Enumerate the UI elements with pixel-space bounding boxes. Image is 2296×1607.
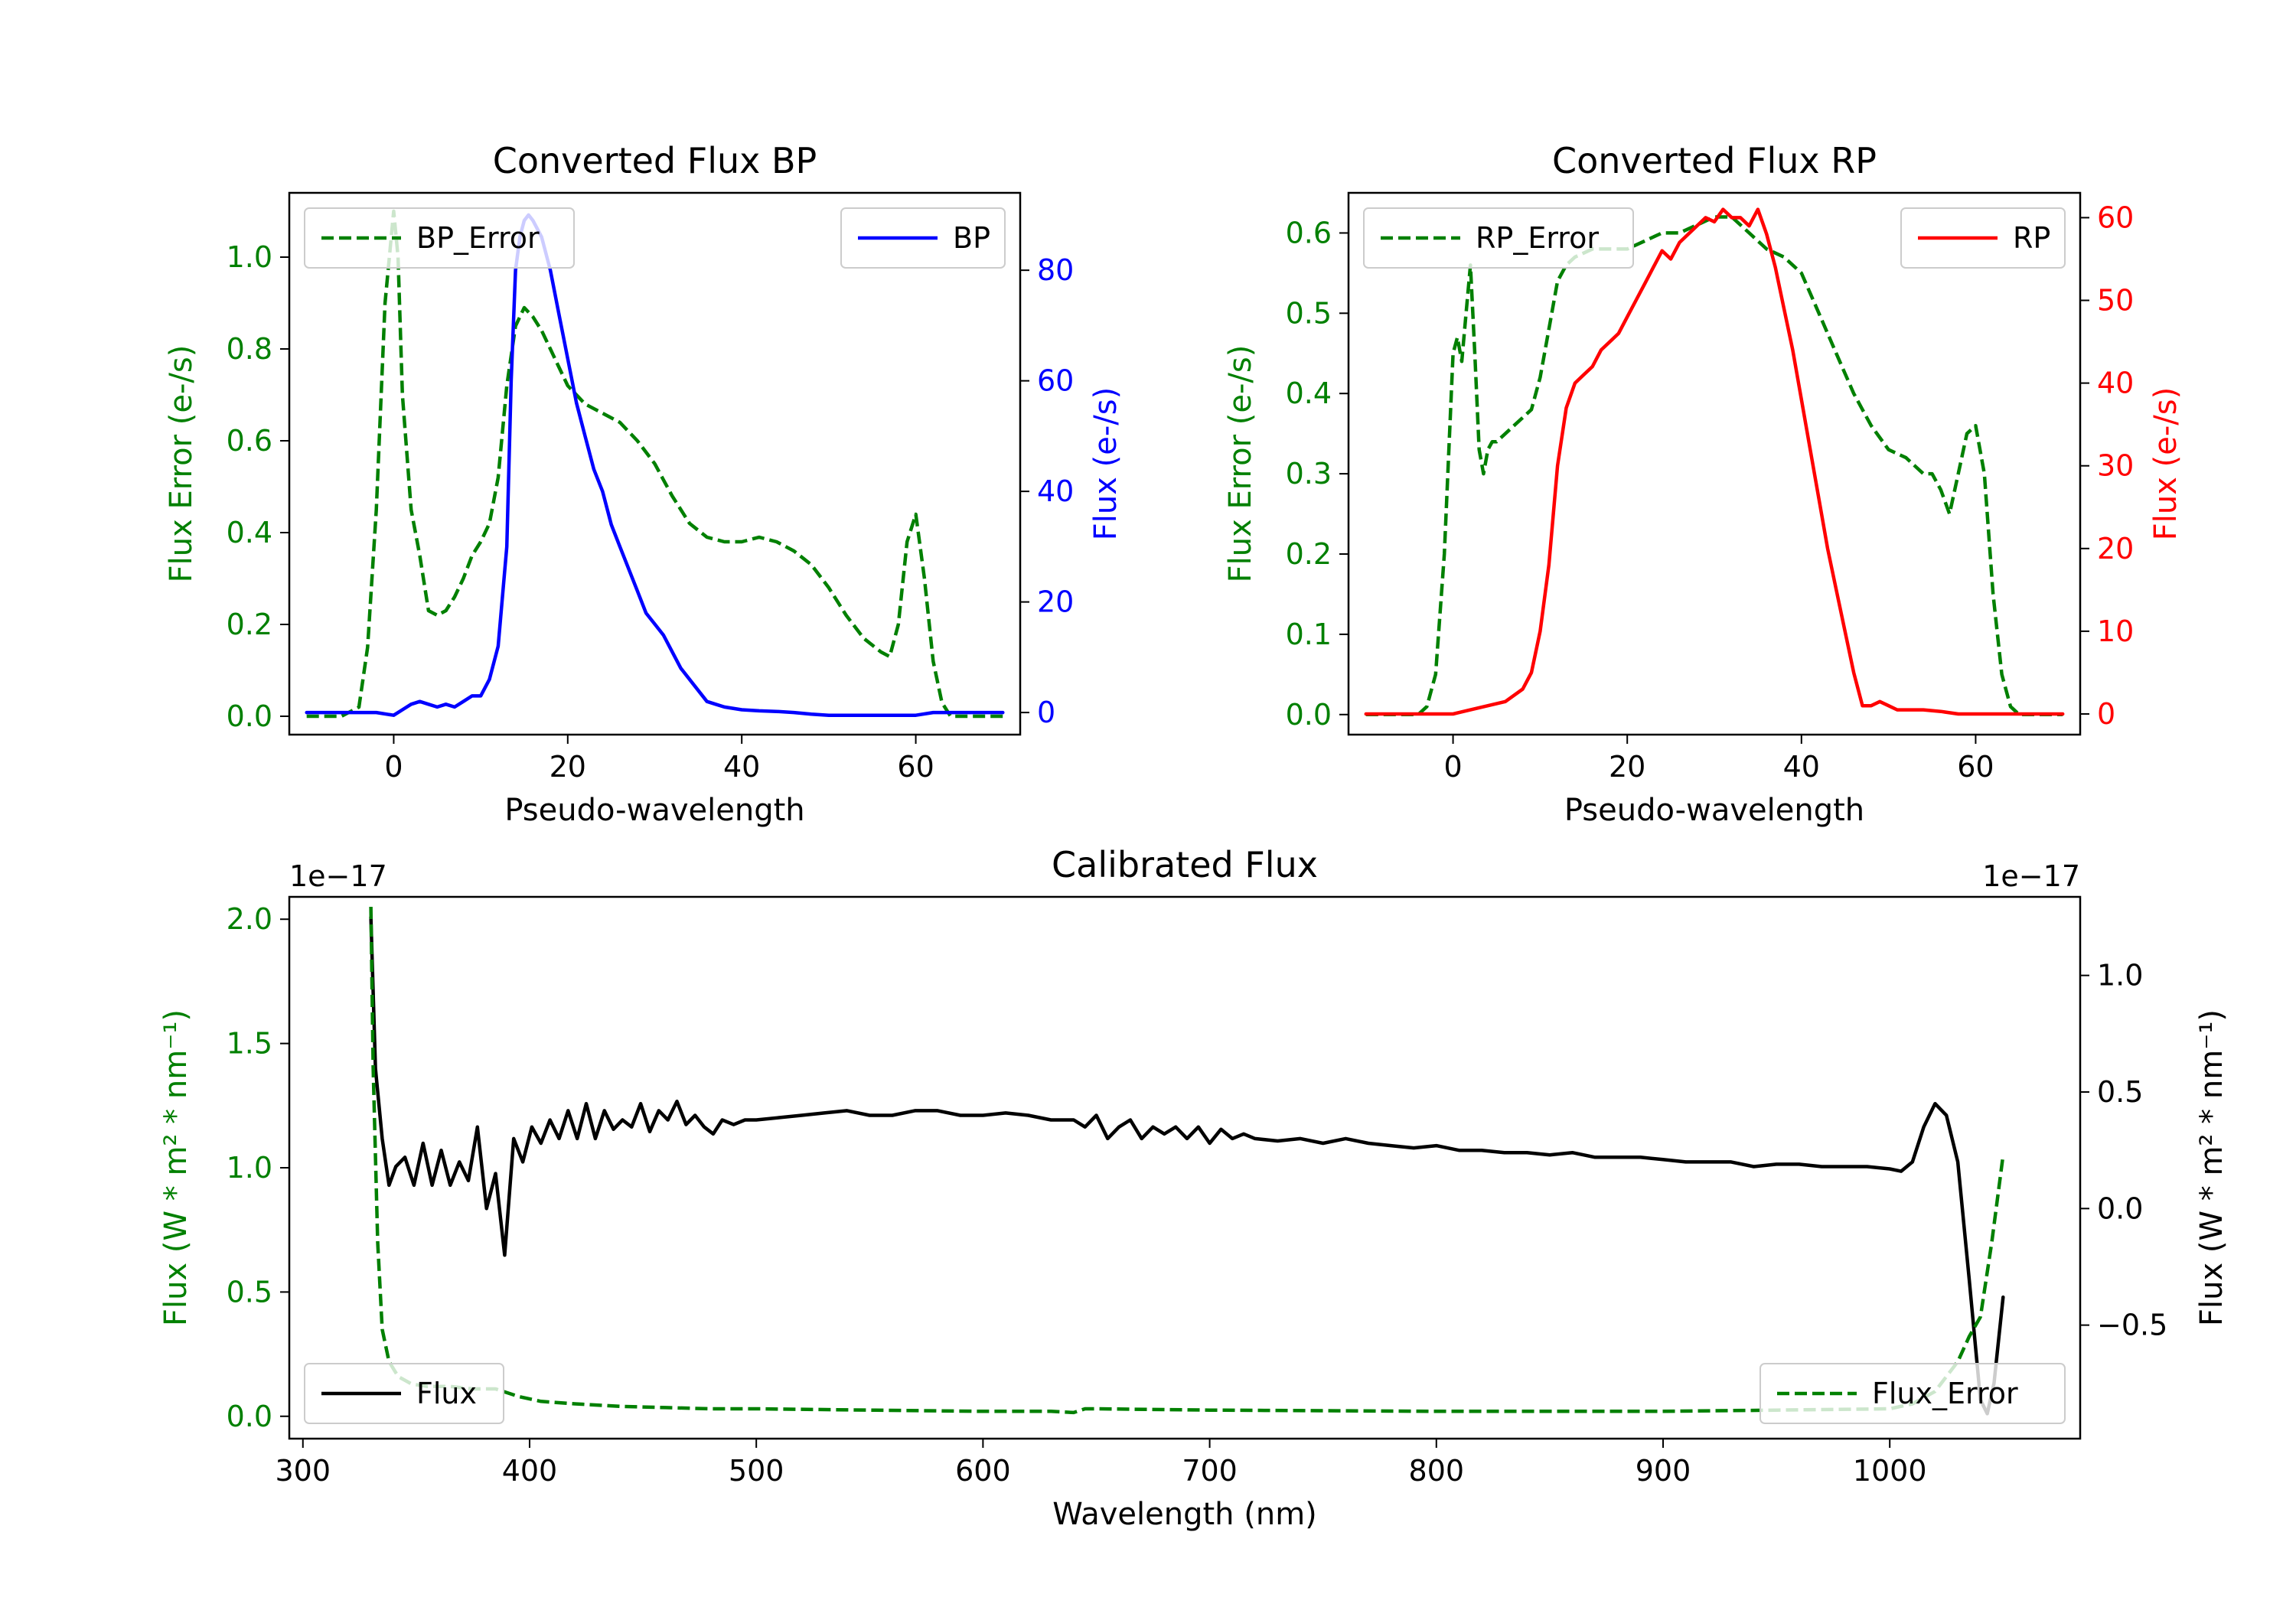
legend-label: BP_Error (416, 221, 540, 255)
series-line-rp-error (1365, 215, 2063, 717)
left-y-tick-label: 2.0 (227, 902, 272, 936)
x-tick-label: 60 (1957, 750, 1994, 784)
left-axis-offset-text: 1e−17 (289, 859, 387, 893)
x-tick-label: 20 (1609, 750, 1645, 784)
x-axis-label: Wavelength (nm) (1052, 1497, 1317, 1532)
right-y-tick-label: 20 (2097, 532, 2134, 566)
x-tick-label: 40 (1783, 750, 1820, 784)
right-y-tick-label: 20 (1037, 585, 1074, 619)
x-tick-label: 300 (276, 1454, 331, 1488)
legend-flux: Flux (304, 1363, 504, 1424)
legend-label: RP (2013, 221, 2050, 255)
right-y-axis-label: Flux (e-/s) (2148, 387, 2183, 540)
legend-label: BP (953, 221, 990, 255)
right-y-tick-label: 50 (2097, 284, 2134, 318)
left-y-tick-label: 0.4 (227, 516, 272, 549)
x-tick-label: 400 (502, 1454, 558, 1488)
legend-flux-error: Flux_Error (1760, 1363, 2066, 1424)
legend-box (1760, 1363, 2066, 1424)
right-y-tick-label: 60 (1037, 364, 1074, 398)
plot-frame (1347, 191, 2082, 736)
left-y-tick-label: 0.0 (1286, 698, 1332, 732)
chart-calibrated-flux: 300 400 500 600 700 800 900 1000 0.0 0.5 1.0 1.5 2.0… (158, 844, 2229, 1532)
legend-bp-error: BP_Error (304, 207, 575, 269)
legend-label: Flux_Error (1872, 1377, 2018, 1410)
left-y-tick-label: 0.1 (1286, 618, 1332, 651)
x-tick-label: 1000 (1853, 1454, 1927, 1488)
x-tick-label: 500 (729, 1454, 784, 1488)
right-y-tick-label: −0.5 (2097, 1309, 2167, 1342)
left-y-axis-label: Flux Error (e-/s) (164, 345, 199, 583)
right-axis-offset-text: 1e−17 (1982, 859, 2080, 893)
legend-box (304, 207, 575, 269)
right-y-tick-label: 0 (1037, 696, 1055, 729)
left-y-tick-label: 0.6 (227, 424, 272, 458)
left-y-tick-label: 0.4 (1286, 376, 1332, 410)
right-y-tick-label: 60 (2097, 200, 2134, 234)
x-tick-label: 20 (550, 750, 586, 784)
x-tick-label: 40 (723, 750, 760, 784)
left-y-tick-label: 0.0 (227, 1400, 272, 1433)
right-y-tick-label: 0.0 (2097, 1191, 2143, 1225)
right-y-tick-label: 80 (1037, 253, 1074, 287)
chart-converted-flux-rp: 0 20 40 60 0.0 0.1 0.2 0.3 0.4 0.5 0.6 0 10 20 30 40 50 6… (1223, 140, 2183, 828)
plot-frame (288, 191, 1022, 736)
chart-title: Converted Flux BP (493, 140, 817, 181)
x-axis-label: Pseudo-wavelength (1564, 793, 1864, 828)
x-tick-label: 0 (384, 750, 403, 784)
right-y-tick-label: 0 (2097, 697, 2115, 731)
left-y-axis-label: Flux Error (e-/s) (1223, 345, 1258, 583)
x-tick-label: 700 (1182, 1454, 1238, 1488)
right-y-tick-label: 40 (1037, 474, 1074, 508)
x-tick-label: 800 (1409, 1454, 1465, 1488)
left-y-tick-label: 1.0 (227, 1151, 272, 1185)
right-y-tick-label: 30 (2097, 449, 2134, 483)
legend-rp: RP (1900, 207, 2066, 269)
legend-label: Flux (416, 1377, 477, 1410)
x-axis-label: Pseudo-wavelength (504, 793, 804, 828)
right-y-tick-label: 40 (2097, 367, 2134, 400)
x-tick-label: 0 (1443, 750, 1462, 784)
left-y-tick-label: 1.0 (227, 240, 272, 274)
series-line-flux (369, 915, 2005, 1416)
left-y-tick-label: 1.5 (227, 1027, 272, 1061)
right-y-tick-label: 1.0 (2097, 959, 2143, 993)
chart-title: Converted Flux RP (1552, 140, 1877, 181)
right-y-tick-label: 0.5 (2097, 1075, 2143, 1109)
left-y-tick-label: 0.2 (1286, 537, 1332, 571)
series-line-rp (1364, 207, 2065, 716)
left-y-tick-label: 0.5 (227, 1275, 272, 1309)
left-y-tick-label: 0.2 (227, 608, 272, 641)
right-y-axis-label: Flux (e-/s) (1088, 387, 1124, 540)
left-y-tick-label: 0.6 (1286, 216, 1332, 249)
x-tick-label: 600 (955, 1454, 1011, 1488)
right-y-tick-label: 10 (2097, 614, 2134, 648)
left-y-tick-label: 0.3 (1286, 457, 1332, 491)
left-y-tick-label: 0.8 (227, 332, 272, 366)
legend-box (304, 1363, 504, 1424)
left-y-tick-label: 0.0 (227, 699, 272, 733)
left-y-tick-label: 0.5 (1286, 296, 1332, 330)
chart-title: Calibrated Flux (1052, 844, 1318, 885)
x-tick-label: 900 (1636, 1454, 1691, 1488)
left-y-axis-label: Flux (W * m² * nm⁻¹) (158, 1009, 194, 1326)
legend-label: RP_Error (1476, 221, 1599, 255)
chart-converted-flux-bp: 0 20 40 60 0.0 0.2 0.4 0.6 0.8 1.0 0 20 40 60 80 Conver… (164, 140, 1124, 828)
right-y-axis-label: Flux (W * m² * nm⁻¹) (2194, 1009, 2229, 1326)
legend-box (1363, 207, 1634, 269)
x-tick-label: 60 (897, 750, 934, 784)
legend-rp-error: RP_Error (1363, 207, 1634, 269)
legend-bp: BP (840, 207, 1006, 269)
series-line-bp (305, 213, 1005, 717)
